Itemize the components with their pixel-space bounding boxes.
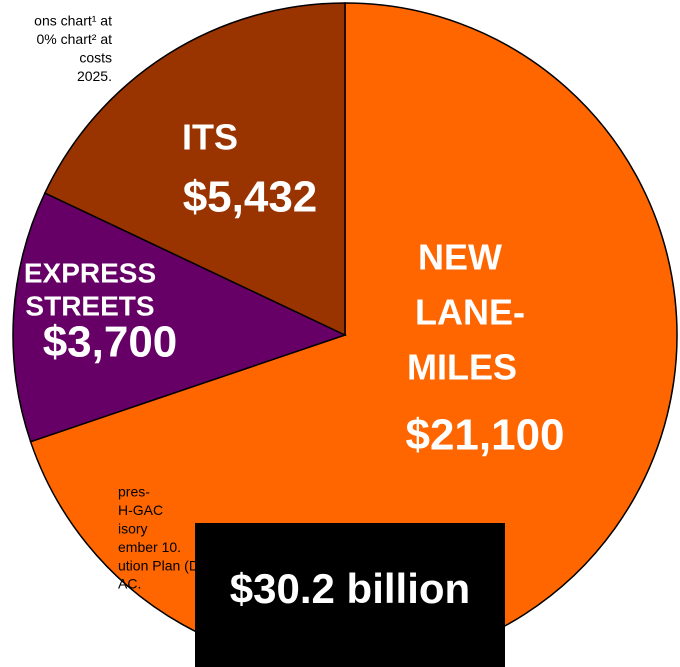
total-label: $30.2 billion — [230, 565, 470, 612]
total-box — [195, 523, 505, 667]
note-line: H-GAC — [118, 502, 163, 518]
slice-label: EXPRESS — [24, 257, 156, 288]
slice-label: STREETS — [25, 290, 154, 321]
note-line: pres- — [118, 484, 150, 500]
slice-label: NEW — [418, 237, 502, 278]
note-line: ons chart¹ at — [34, 13, 112, 29]
pie — [12, 2, 678, 667]
pie-slice — [43, 2, 346, 337]
note-line: 2025. — [77, 68, 112, 84]
note-line: 0% chart² at — [37, 31, 113, 47]
note-line: ution Plan (Draft), — [118, 557, 228, 573]
slice-label: LANE- — [415, 292, 525, 333]
labels: NEW LANE- MILES $21,100 EXPRESSSTREETS$3,700… — [24, 117, 565, 460]
slice-value-label: $3,700 — [43, 318, 178, 367]
slice-label: MILES — [407, 347, 517, 388]
pie-slice — [12, 192, 347, 443]
note-line: AC. — [118, 576, 141, 592]
note-line: isory — [118, 521, 148, 537]
notes: ons chart¹ at 0% chart² at costs 2025. pres-… — [34, 13, 228, 592]
slice-value-label: $5,432 — [183, 173, 318, 222]
note-line: costs — [79, 50, 112, 66]
pie-slice — [29, 2, 678, 667]
slice-label: ITS — [182, 117, 238, 158]
note-line: ember 10. — [118, 539, 181, 555]
slice-value-label: $21,100 — [405, 411, 564, 460]
